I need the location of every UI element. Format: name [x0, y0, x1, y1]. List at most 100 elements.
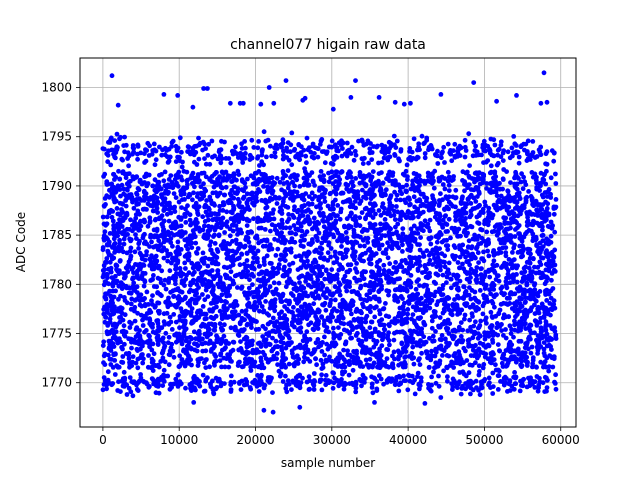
data-point — [490, 340, 496, 345]
data-point — [285, 185, 291, 191]
data-point — [522, 345, 528, 351]
data-point — [400, 329, 406, 335]
data-point — [293, 231, 299, 237]
data-point — [123, 271, 128, 277]
data-point — [298, 238, 303, 244]
data-point — [308, 284, 314, 290]
data-point — [332, 297, 338, 303]
data-point — [480, 311, 486, 317]
data-point — [333, 361, 338, 366]
data-point — [285, 219, 290, 225]
data-point — [221, 264, 227, 270]
data-point — [111, 311, 117, 316]
data-point — [410, 340, 415, 345]
data-point — [448, 285, 454, 291]
data-point — [207, 243, 213, 248]
data-point — [101, 282, 107, 288]
data-point — [209, 200, 215, 206]
data-point — [293, 254, 299, 259]
data-point — [292, 183, 297, 189]
data-point — [155, 308, 161, 314]
data-point — [147, 307, 153, 313]
data-point — [287, 267, 292, 273]
data-point — [183, 220, 189, 225]
data-point — [185, 239, 191, 245]
data-point — [248, 316, 254, 322]
data-point — [305, 201, 311, 206]
data-point — [273, 270, 279, 276]
data-point — [246, 218, 252, 224]
data-point — [223, 221, 229, 227]
data-point — [261, 275, 267, 281]
data-point — [368, 332, 373, 337]
data-point — [527, 323, 533, 328]
data-point — [317, 210, 322, 216]
data-point — [151, 351, 157, 357]
data-point — [466, 238, 472, 244]
data-point — [207, 364, 213, 370]
data-point — [245, 204, 251, 209]
data-point — [367, 201, 373, 206]
data-point — [101, 339, 107, 345]
data-point — [395, 209, 400, 215]
data-point — [363, 315, 369, 321]
data-point — [432, 214, 438, 220]
data-point — [184, 272, 189, 278]
data-point — [415, 226, 420, 232]
data-point — [544, 208, 549, 214]
data-point — [200, 250, 206, 256]
data-point — [408, 280, 414, 286]
data-point — [446, 182, 452, 188]
data-point — [115, 211, 121, 217]
data-point — [460, 327, 466, 333]
data-point — [499, 328, 504, 333]
data-point — [493, 277, 499, 282]
data-point — [327, 315, 333, 320]
data-point — [220, 215, 226, 221]
data-point — [517, 249, 523, 255]
data-point — [430, 204, 436, 209]
data-point — [192, 347, 198, 353]
data-point — [245, 176, 250, 182]
data-point — [462, 312, 468, 318]
data-point — [409, 230, 415, 236]
data-point — [329, 169, 335, 175]
data-point — [276, 222, 282, 228]
data-point — [400, 346, 406, 351]
data-point — [273, 338, 279, 344]
data-point — [224, 256, 230, 261]
data-point — [311, 349, 317, 354]
data-point — [275, 362, 280, 367]
data-point — [319, 280, 324, 286]
data-point — [354, 261, 359, 266]
data-point — [192, 219, 198, 225]
data-point — [237, 199, 242, 205]
data-point — [194, 291, 200, 296]
data-point — [339, 244, 344, 249]
data-point — [263, 200, 269, 206]
data-point — [275, 265, 281, 271]
data-point — [310, 237, 315, 242]
data-point — [411, 171, 417, 176]
data-point — [507, 357, 513, 363]
data-point — [269, 191, 275, 196]
data-point — [412, 238, 418, 244]
data-point — [348, 335, 353, 341]
data-point — [477, 288, 483, 293]
data-point — [500, 263, 506, 269]
data-point — [135, 365, 141, 371]
data-point — [175, 260, 181, 266]
data-point — [548, 219, 554, 225]
data-point — [402, 172, 407, 178]
data-point — [272, 308, 278, 314]
data-point — [410, 312, 416, 317]
data-point — [244, 360, 250, 366]
data-point — [105, 248, 111, 254]
data-point — [518, 327, 523, 333]
data-point — [322, 276, 328, 282]
data-point — [507, 291, 513, 297]
data-point — [405, 342, 410, 348]
data-point — [132, 318, 138, 324]
data-point — [267, 260, 273, 266]
data-point — [186, 257, 192, 263]
